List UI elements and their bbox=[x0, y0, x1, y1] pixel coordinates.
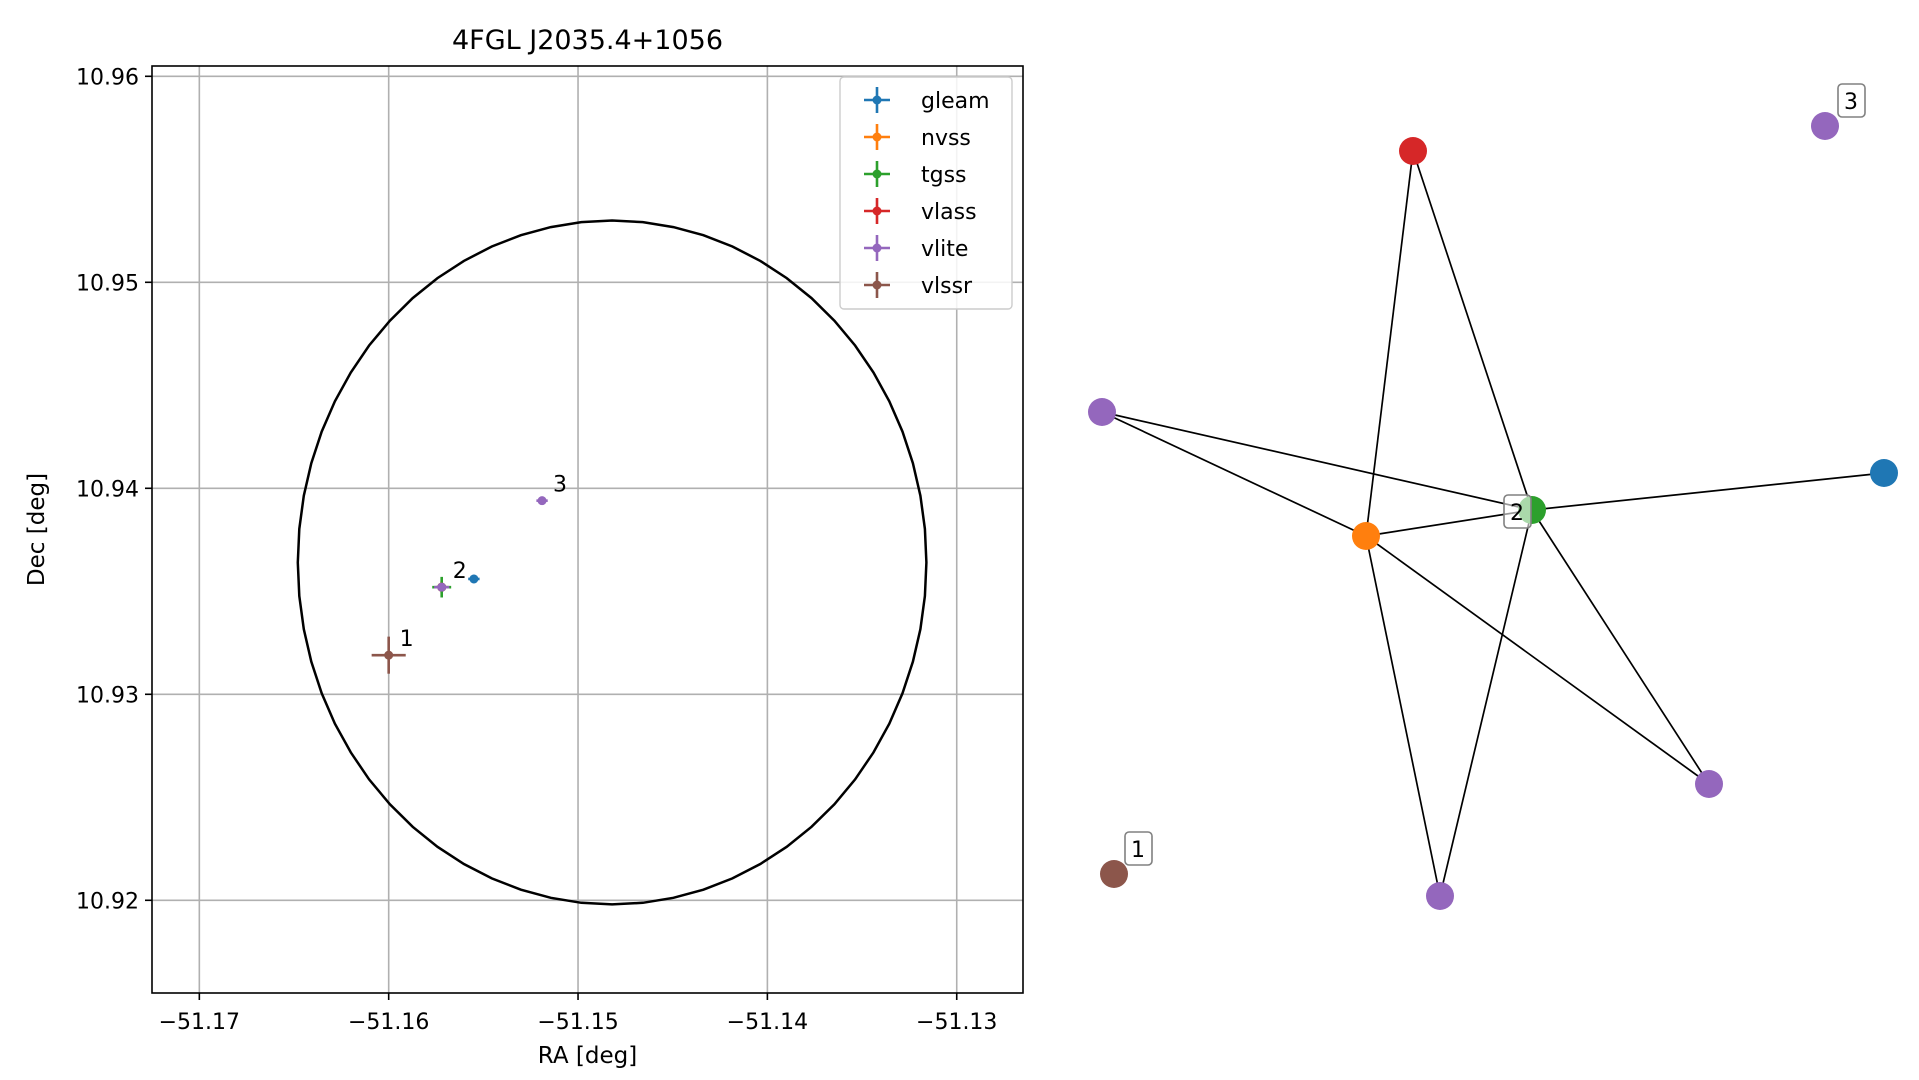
legend-marker-dot bbox=[872, 243, 882, 253]
x-tick-label: −51.14 bbox=[727, 1010, 808, 1035]
point-vlite bbox=[434, 582, 450, 592]
legend-label: vlass bbox=[921, 200, 977, 225]
point-marker bbox=[437, 582, 447, 592]
x-axis-ticks: −51.17 −51.16 −51.15 −51.14 −51.13 bbox=[159, 993, 997, 1035]
graph-edge bbox=[1531, 472, 1885, 511]
legend-label: tgss bbox=[921, 163, 967, 188]
y-tick-label: 10.95 bbox=[76, 271, 139, 296]
y-axis-ticks: 10.92 10.93 10.94 10.95 10.96 bbox=[76, 65, 152, 914]
point-marker bbox=[537, 496, 547, 506]
graph-node bbox=[1811, 112, 1839, 140]
y-tick-label: 10.96 bbox=[76, 65, 139, 90]
chart-title: 4FGL J2035.4+1056 bbox=[452, 25, 723, 56]
graph-edge bbox=[1365, 150, 1414, 537]
node-label-box bbox=[1124, 831, 1153, 866]
graph-edge bbox=[1365, 535, 1710, 785]
legend-label: vlssr bbox=[921, 274, 973, 299]
graph-node bbox=[1695, 770, 1723, 798]
graph-node bbox=[1426, 882, 1454, 910]
legend-label: nvss bbox=[921, 126, 971, 151]
node-label: 2 bbox=[1510, 501, 1524, 526]
x-axis-label: RA [deg] bbox=[538, 1043, 637, 1069]
legend-marker-dot bbox=[872, 280, 882, 290]
graph-edge bbox=[1412, 150, 1533, 511]
graph-node-labels: 1 2 3 bbox=[1124, 83, 1866, 866]
legend-marker-dot bbox=[872, 95, 882, 105]
legend-box bbox=[839, 76, 1013, 310]
legend: gleam nvss tgss vlass vlite vlssr bbox=[839, 76, 1013, 310]
point-gleam bbox=[468, 574, 480, 584]
annotation-label: 1 bbox=[400, 627, 414, 652]
y-tick-label: 10.94 bbox=[76, 477, 139, 502]
y-tick-label: 10.93 bbox=[76, 683, 139, 708]
graph-node bbox=[1399, 137, 1427, 165]
x-tick-label: −51.13 bbox=[916, 1010, 997, 1035]
x-tick-label: −51.15 bbox=[537, 1010, 618, 1035]
graph-nodes bbox=[1088, 112, 1898, 910]
point-vlssr bbox=[371, 636, 406, 674]
node-label-box bbox=[1837, 83, 1866, 118]
graph-edge bbox=[1365, 535, 1441, 897]
graph-edge bbox=[1101, 411, 1367, 537]
graph-edge bbox=[1439, 509, 1533, 897]
node-label: 1 bbox=[1131, 838, 1145, 863]
annotation-label: 3 bbox=[553, 473, 567, 498]
data-points bbox=[371, 496, 548, 674]
legend-label: gleam bbox=[921, 89, 990, 114]
graph-node bbox=[1352, 522, 1380, 550]
annotations: 1 2 3 bbox=[400, 473, 567, 652]
axes-frame bbox=[151, 65, 1024, 994]
network-graph: 1 2 3 bbox=[1088, 83, 1898, 910]
graph-node bbox=[1870, 459, 1898, 487]
graph-edge bbox=[1101, 411, 1533, 511]
node-label: 3 bbox=[1844, 90, 1858, 115]
graph-edge bbox=[1531, 509, 1710, 785]
legend-label: vlite bbox=[921, 237, 968, 262]
point-marker bbox=[384, 650, 394, 660]
localization-circle bbox=[296, 219, 928, 906]
graph-node bbox=[1088, 398, 1116, 426]
graph-node bbox=[1100, 860, 1128, 888]
y-tick-label: 10.92 bbox=[76, 889, 139, 914]
x-tick-label: −51.17 bbox=[159, 1010, 240, 1035]
annotation-label: 2 bbox=[453, 559, 467, 584]
legend-marker-dot bbox=[872, 206, 882, 216]
x-tick-label: −51.16 bbox=[348, 1010, 429, 1035]
node-label-box bbox=[1503, 494, 1532, 529]
legend-marker-dot bbox=[872, 132, 882, 142]
legend-marker-dot bbox=[872, 169, 882, 179]
scatter-chart: 1 2 3 −51.17 −51.16 −51.15 −51.14 −51.13 10.92… bbox=[24, 25, 1024, 1069]
point-vlite bbox=[536, 496, 548, 506]
y-axis-label: Dec [deg] bbox=[24, 473, 50, 586]
graph-edges bbox=[1101, 150, 1885, 897]
point-marker bbox=[469, 574, 479, 584]
